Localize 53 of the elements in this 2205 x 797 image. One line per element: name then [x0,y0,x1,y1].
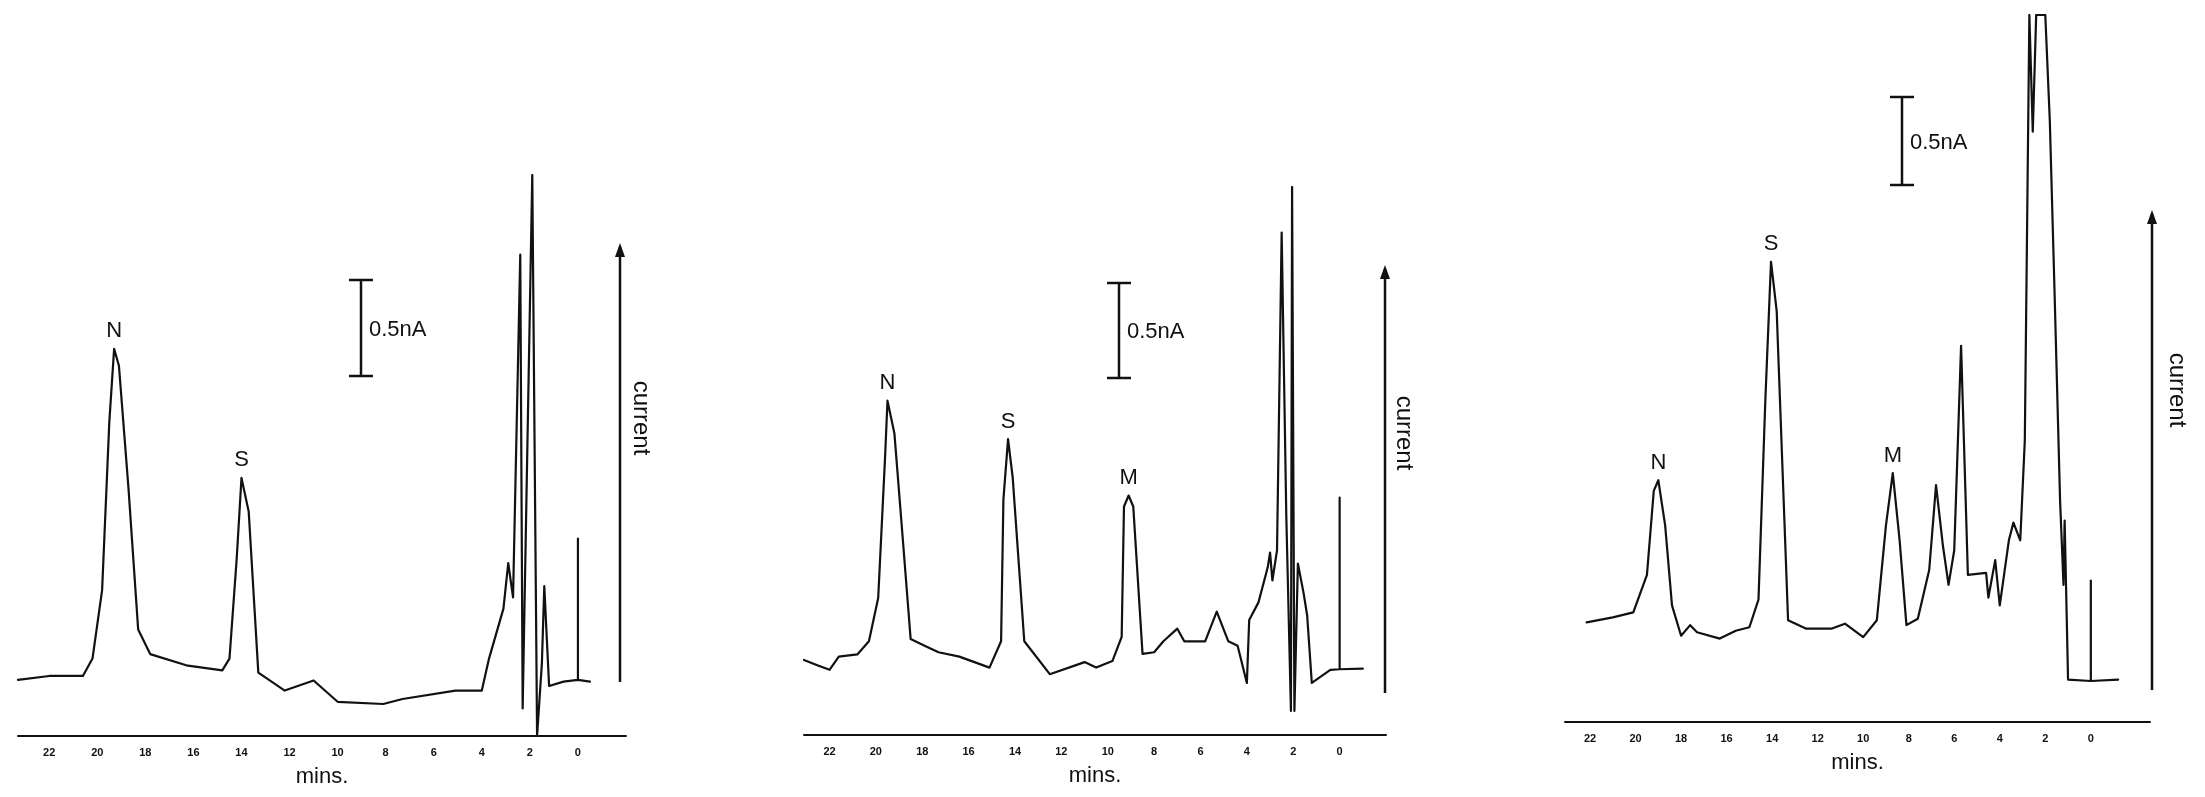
annotation: M [1119,464,1138,490]
annotation: 0.5nA [1127,318,1185,343]
annotation: S [1763,230,1779,256]
x-tick-label: 4 [1996,731,2004,744]
annotation: 0.5nA [369,315,427,341]
x-tick-label: 6 [1197,744,1204,757]
x-tick-label: 20 [91,745,104,758]
annotation: N [1650,448,1667,474]
annotation: S [234,446,249,472]
x-tick-label: 22 [823,744,836,757]
x-tick-label: 16 [962,744,975,757]
x-axis-title: mins. [1831,748,1884,774]
x-tick-label: 14 [1766,731,1780,744]
x-tick-label: 8 [1905,731,1912,744]
x-tick-label: 16 [1720,731,1733,744]
annotation: N [106,317,123,343]
x-axis-title: mins. [295,762,349,788]
x-tick-label: 2 [1290,744,1297,757]
x-tick-label: 18 [139,745,152,758]
x-tick-label: 12 [1811,731,1824,744]
y-axis-title: current [2164,352,2192,428]
x-tick-label: 16 [187,745,200,758]
annotation: S [1000,407,1016,433]
x-tick-label: 14 [1008,744,1022,757]
x-tick-label: 20 [869,744,883,757]
x-tick-label: 4 [478,745,486,758]
x-tick-label: 0 [574,745,581,758]
x-tick-label: 6 [430,745,437,758]
x-tick-label: 22 [1583,731,1597,744]
x-tick-label: 6 [1951,731,1958,744]
x-tick-label: 4 [1243,744,1251,757]
y-axis-title: current [1391,395,1419,471]
x-tick-label: 0 [2087,731,2094,744]
x-tick-label: 8 [382,745,389,758]
x-tick-label: 22 [43,745,56,758]
x-tick-label: 2 [526,745,533,758]
y-axis-title: current [628,380,656,456]
annotation: 0.5nA [1910,128,1968,154]
x-tick-label: 8 [1151,744,1158,757]
x-tick-label: 10 [331,745,344,758]
x-tick-label: 14 [235,745,249,758]
annotation: N [879,369,896,395]
x-tick-label: 0 [1336,744,1343,757]
x-tick-label: 18 [1674,731,1688,744]
annotation: M [1883,441,1902,467]
x-tick-label: 2 [2042,731,2049,744]
x-tick-label: 12 [283,745,296,758]
x-tick-label: 10 [1101,744,1114,757]
x-tick-label: 10 [1857,731,1870,744]
x-tick-label: 20 [1629,731,1642,744]
x-axis-title: mins. [1068,761,1122,787]
x-tick-label: 18 [916,744,929,757]
x-tick-label: 12 [1055,744,1068,757]
